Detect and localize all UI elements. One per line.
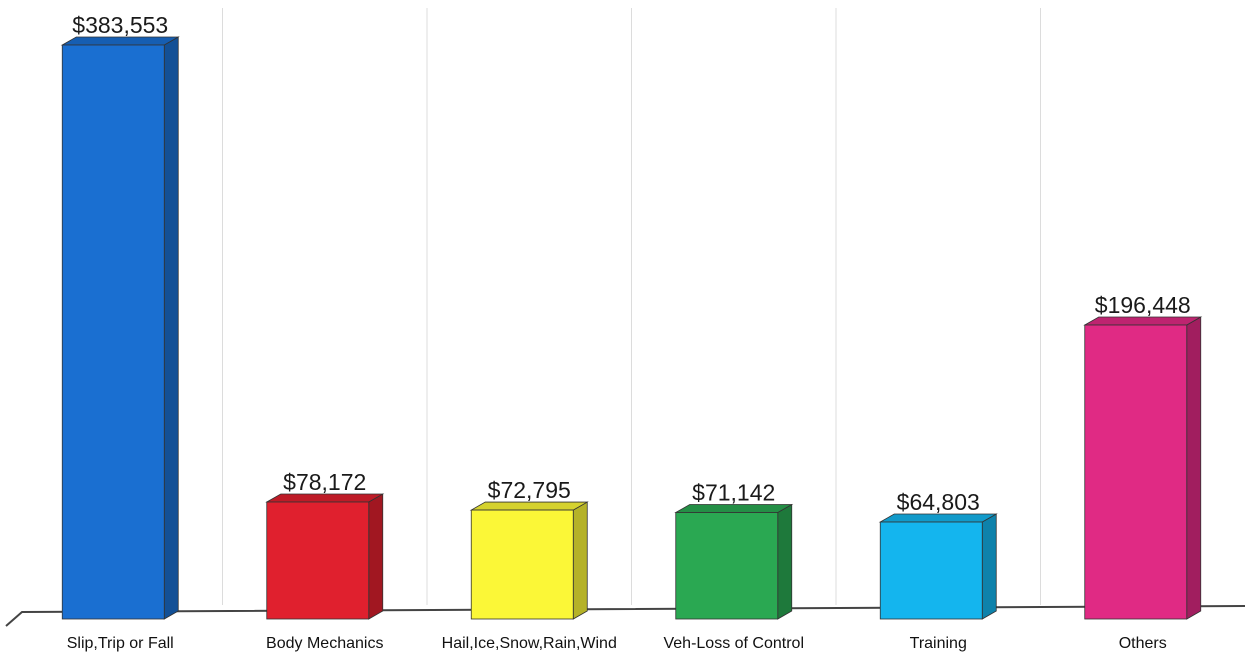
bar-top xyxy=(1083,316,1203,326)
bar-front xyxy=(266,501,370,620)
bar-side xyxy=(1186,316,1202,620)
bar-side xyxy=(163,36,179,620)
data-label: $71,142 xyxy=(692,480,775,506)
bar xyxy=(265,493,385,620)
bar-side xyxy=(572,501,588,620)
category-labels: Slip,Trip or Fall Body Mechanics Hail,Ice,… xyxy=(67,635,1167,652)
bar-front xyxy=(675,512,779,620)
category-label: Slip,Trip or Fall xyxy=(67,635,174,652)
category-label: Body Mechanics xyxy=(266,635,383,652)
bar-front xyxy=(470,509,574,620)
data-label: $72,795 xyxy=(488,477,571,503)
data-label: $78,172 xyxy=(283,469,366,495)
bar-front xyxy=(61,44,165,620)
category-label: Hail,Ice,Snow,Rain,Wind xyxy=(442,635,617,652)
bar xyxy=(878,513,998,620)
bar-front xyxy=(879,521,983,620)
category-label: Veh-Loss of Control xyxy=(663,635,804,652)
bar xyxy=(1083,316,1203,620)
floor-line xyxy=(5,605,1246,627)
bar-top xyxy=(265,493,385,503)
bar-series xyxy=(60,36,1203,620)
bar-side xyxy=(777,503,793,620)
category-label: Others xyxy=(1119,635,1167,652)
bar-top xyxy=(60,36,180,46)
data-label: $196,448 xyxy=(1095,292,1191,318)
bar-top xyxy=(878,513,998,523)
bar-side xyxy=(368,493,384,620)
value-labels: $383,553 $78,172 $72,795 $71,142 $64,803 $196… xyxy=(72,12,1190,515)
gridlines xyxy=(222,8,1041,605)
bar xyxy=(469,501,589,620)
bar-top xyxy=(674,504,794,513)
data-label: $383,553 xyxy=(72,12,168,38)
data-label: $64,803 xyxy=(897,489,980,515)
bar-side xyxy=(981,513,997,620)
category-label: Training xyxy=(910,635,967,652)
chart-floor xyxy=(5,605,1246,627)
bar xyxy=(674,503,794,620)
bar-front xyxy=(1084,324,1188,620)
bar-top xyxy=(469,501,589,511)
bar xyxy=(60,36,180,620)
